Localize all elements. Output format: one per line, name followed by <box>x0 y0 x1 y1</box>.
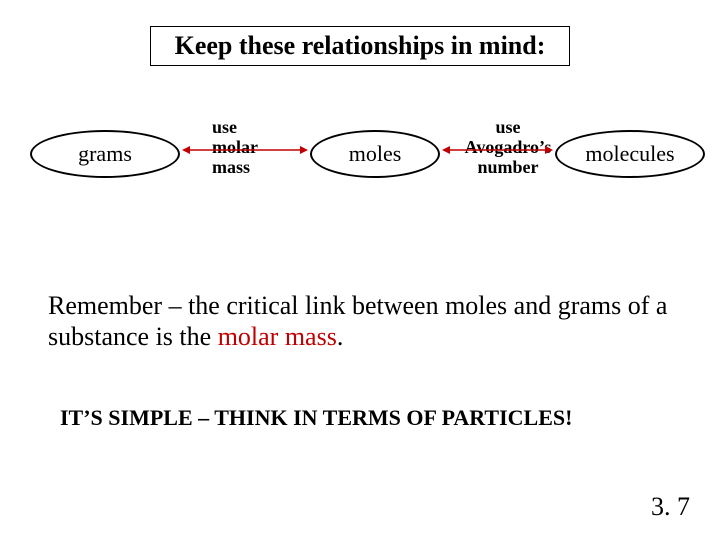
oval-grams-label: grams <box>78 141 132 167</box>
conversion-diagram: grams moles molecules use molar mass use… <box>0 130 720 220</box>
arrow-moles-molecules <box>440 142 555 158</box>
oval-moles: moles <box>310 130 440 178</box>
label-molar-mass-l3: mass <box>212 158 292 178</box>
title-box: Keep these relationships in mind: <box>150 26 570 66</box>
oval-molecules-label: molecules <box>585 141 674 167</box>
oval-grams: grams <box>30 130 180 178</box>
arrow-grams-moles <box>180 142 310 158</box>
page-number: 3. 7 <box>651 492 690 522</box>
reminder-highlight: molar mass <box>218 322 337 351</box>
title-text: Keep these relationships in mind: <box>175 31 546 60</box>
oval-molecules: molecules <box>555 130 705 178</box>
oval-moles-label: moles <box>349 141 402 167</box>
label-avogadro-l3: number <box>458 158 558 178</box>
page-number-text: 3. 7 <box>651 492 690 521</box>
reminder-prefix: Remember – the critical link between mol… <box>48 291 667 351</box>
reminder-suffix: . <box>337 322 344 351</box>
label-molar-mass-l1: use <box>212 118 292 138</box>
simple-line: IT’S SIMPLE – THINK IN TERMS OF PARTICLE… <box>60 405 572 431</box>
label-avogadro-l1: use <box>458 118 558 138</box>
simple-text: IT’S SIMPLE – THINK IN TERMS OF PARTICLE… <box>60 405 572 430</box>
reminder-text: Remember – the critical link between mol… <box>48 290 678 352</box>
